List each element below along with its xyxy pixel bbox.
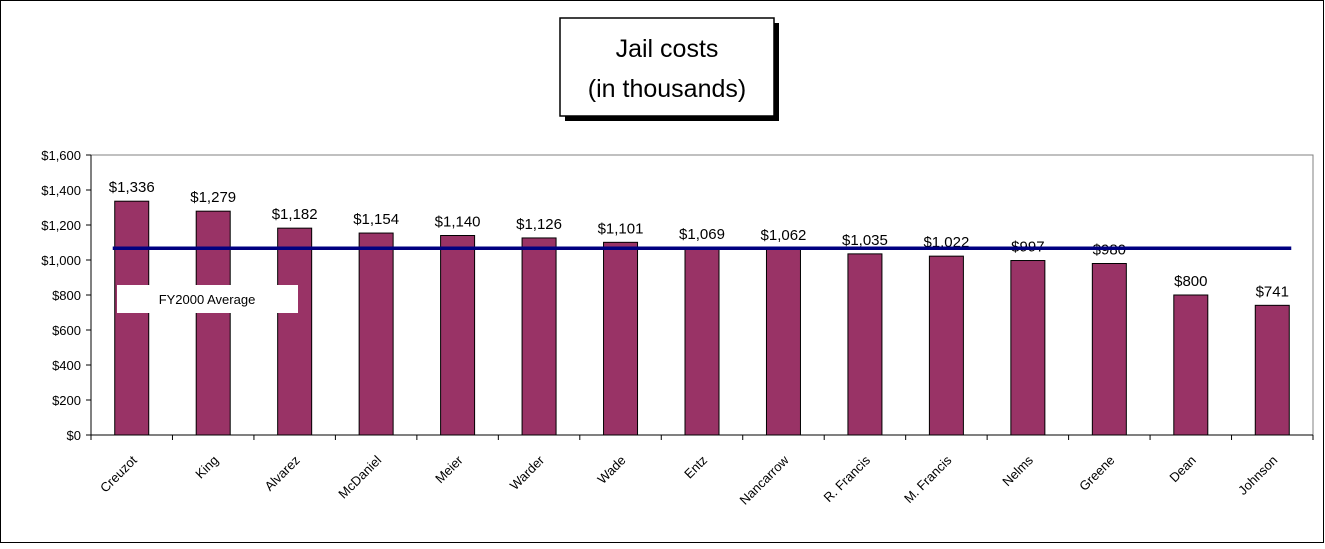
y-tick-label: $800 [52,288,81,303]
bars [114,200,1290,436]
average-label: FY2000 Average [159,292,256,307]
bar [114,200,150,436]
y-tick-label: $1,600 [41,148,81,163]
chart-title-line-2: (in thousands) [588,75,746,103]
bar [440,235,476,436]
bar [195,210,231,436]
data-label: $1,336 [109,179,155,196]
bar [765,248,801,436]
chart-title-line-1: Jail costs [616,35,719,63]
y-tick-label: $1,200 [41,218,81,233]
data-label: $1,279 [190,189,236,206]
data-label: $1,101 [598,220,644,237]
data-label: $1,182 [272,206,318,223]
y-tick-label: $200 [52,393,81,408]
data-label: $1,126 [516,216,562,233]
bar [1254,304,1290,436]
data-label: $800 [1174,273,1207,290]
title-box [559,17,775,117]
y-tick-label: $0 [67,428,81,443]
data-labels: $1,336 $1,279 $1,182 $1,154 $1,140 $1,126 $1,1… [109,179,1289,300]
bar [928,255,964,436]
bar [847,253,883,436]
bar [277,227,313,436]
y-tick-label: $600 [52,323,81,338]
bar [358,232,394,436]
bar [1091,263,1127,436]
data-label: $741 [1256,283,1289,300]
data-label: $1,140 [435,214,481,231]
bar [603,241,639,436]
data-label: $1,035 [842,232,888,249]
y-tick-label: $400 [52,358,81,373]
data-label: $1,069 [679,226,725,243]
y-tick-label: $1,000 [41,253,81,268]
y-tick-label: $1,400 [41,183,81,198]
bar [521,237,557,436]
average-label-box [117,285,298,313]
data-label: $1,062 [761,227,807,244]
bar [1173,294,1209,436]
data-label: $1,154 [353,211,399,228]
bar [684,247,720,436]
average-group: FY2000 Average [112,246,1292,313]
y-axis: $0 $200 $400 $600 $800 $1,000 $1,200 $1,400 $1,6… [41,148,92,443]
bar [1010,260,1046,436]
